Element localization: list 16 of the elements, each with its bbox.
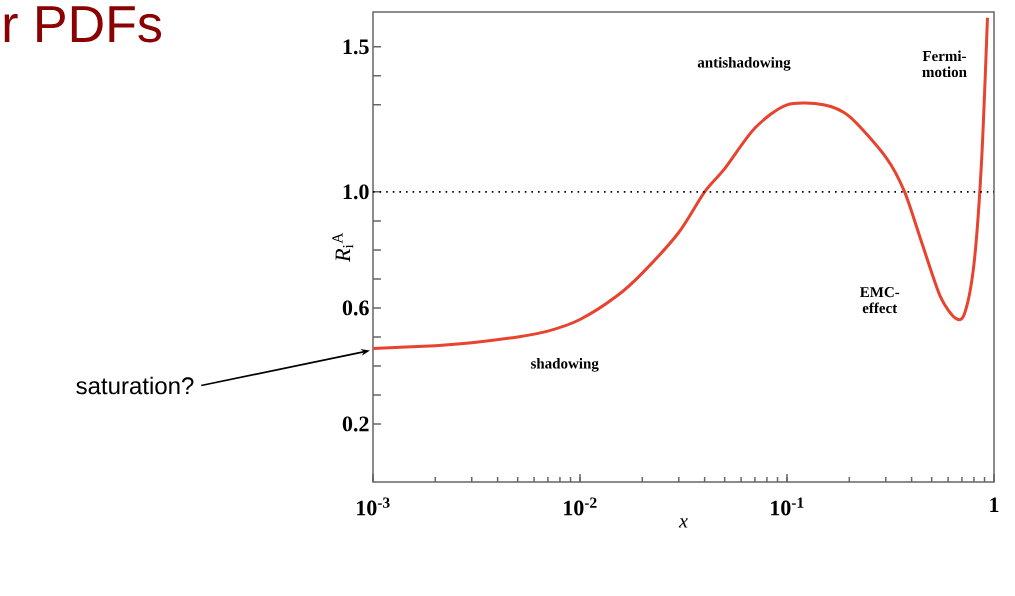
y-axis-title: R$_{i}$A <box>332 232 354 263</box>
annotation: saturation? <box>76 376 194 395</box>
y-tick-label: 0.2 <box>342 416 369 432</box>
x-tick-label: 10$^{-3}$ <box>357 497 390 516</box>
annotation: antishadowing <box>697 56 791 71</box>
y-tick-label: 1.5 <box>343 39 369 55</box>
y-tick-label: 1.0 <box>343 184 369 200</box>
y-tick-label: 0.6 <box>342 300 369 316</box>
x-tick-label: 1 <box>990 497 999 513</box>
annotation: EMC-effect <box>859 287 900 314</box>
chart-title: r PDFs <box>4 6 162 43</box>
annotation: shadowing <box>530 357 599 372</box>
x-axis-title: x <box>678 518 688 528</box>
x-tick-label: 10$^{-1}$ <box>771 497 804 516</box>
x-tick-label: 10$^{-2}$ <box>564 497 597 516</box>
annotation: Fermi-motion <box>922 50 967 78</box>
